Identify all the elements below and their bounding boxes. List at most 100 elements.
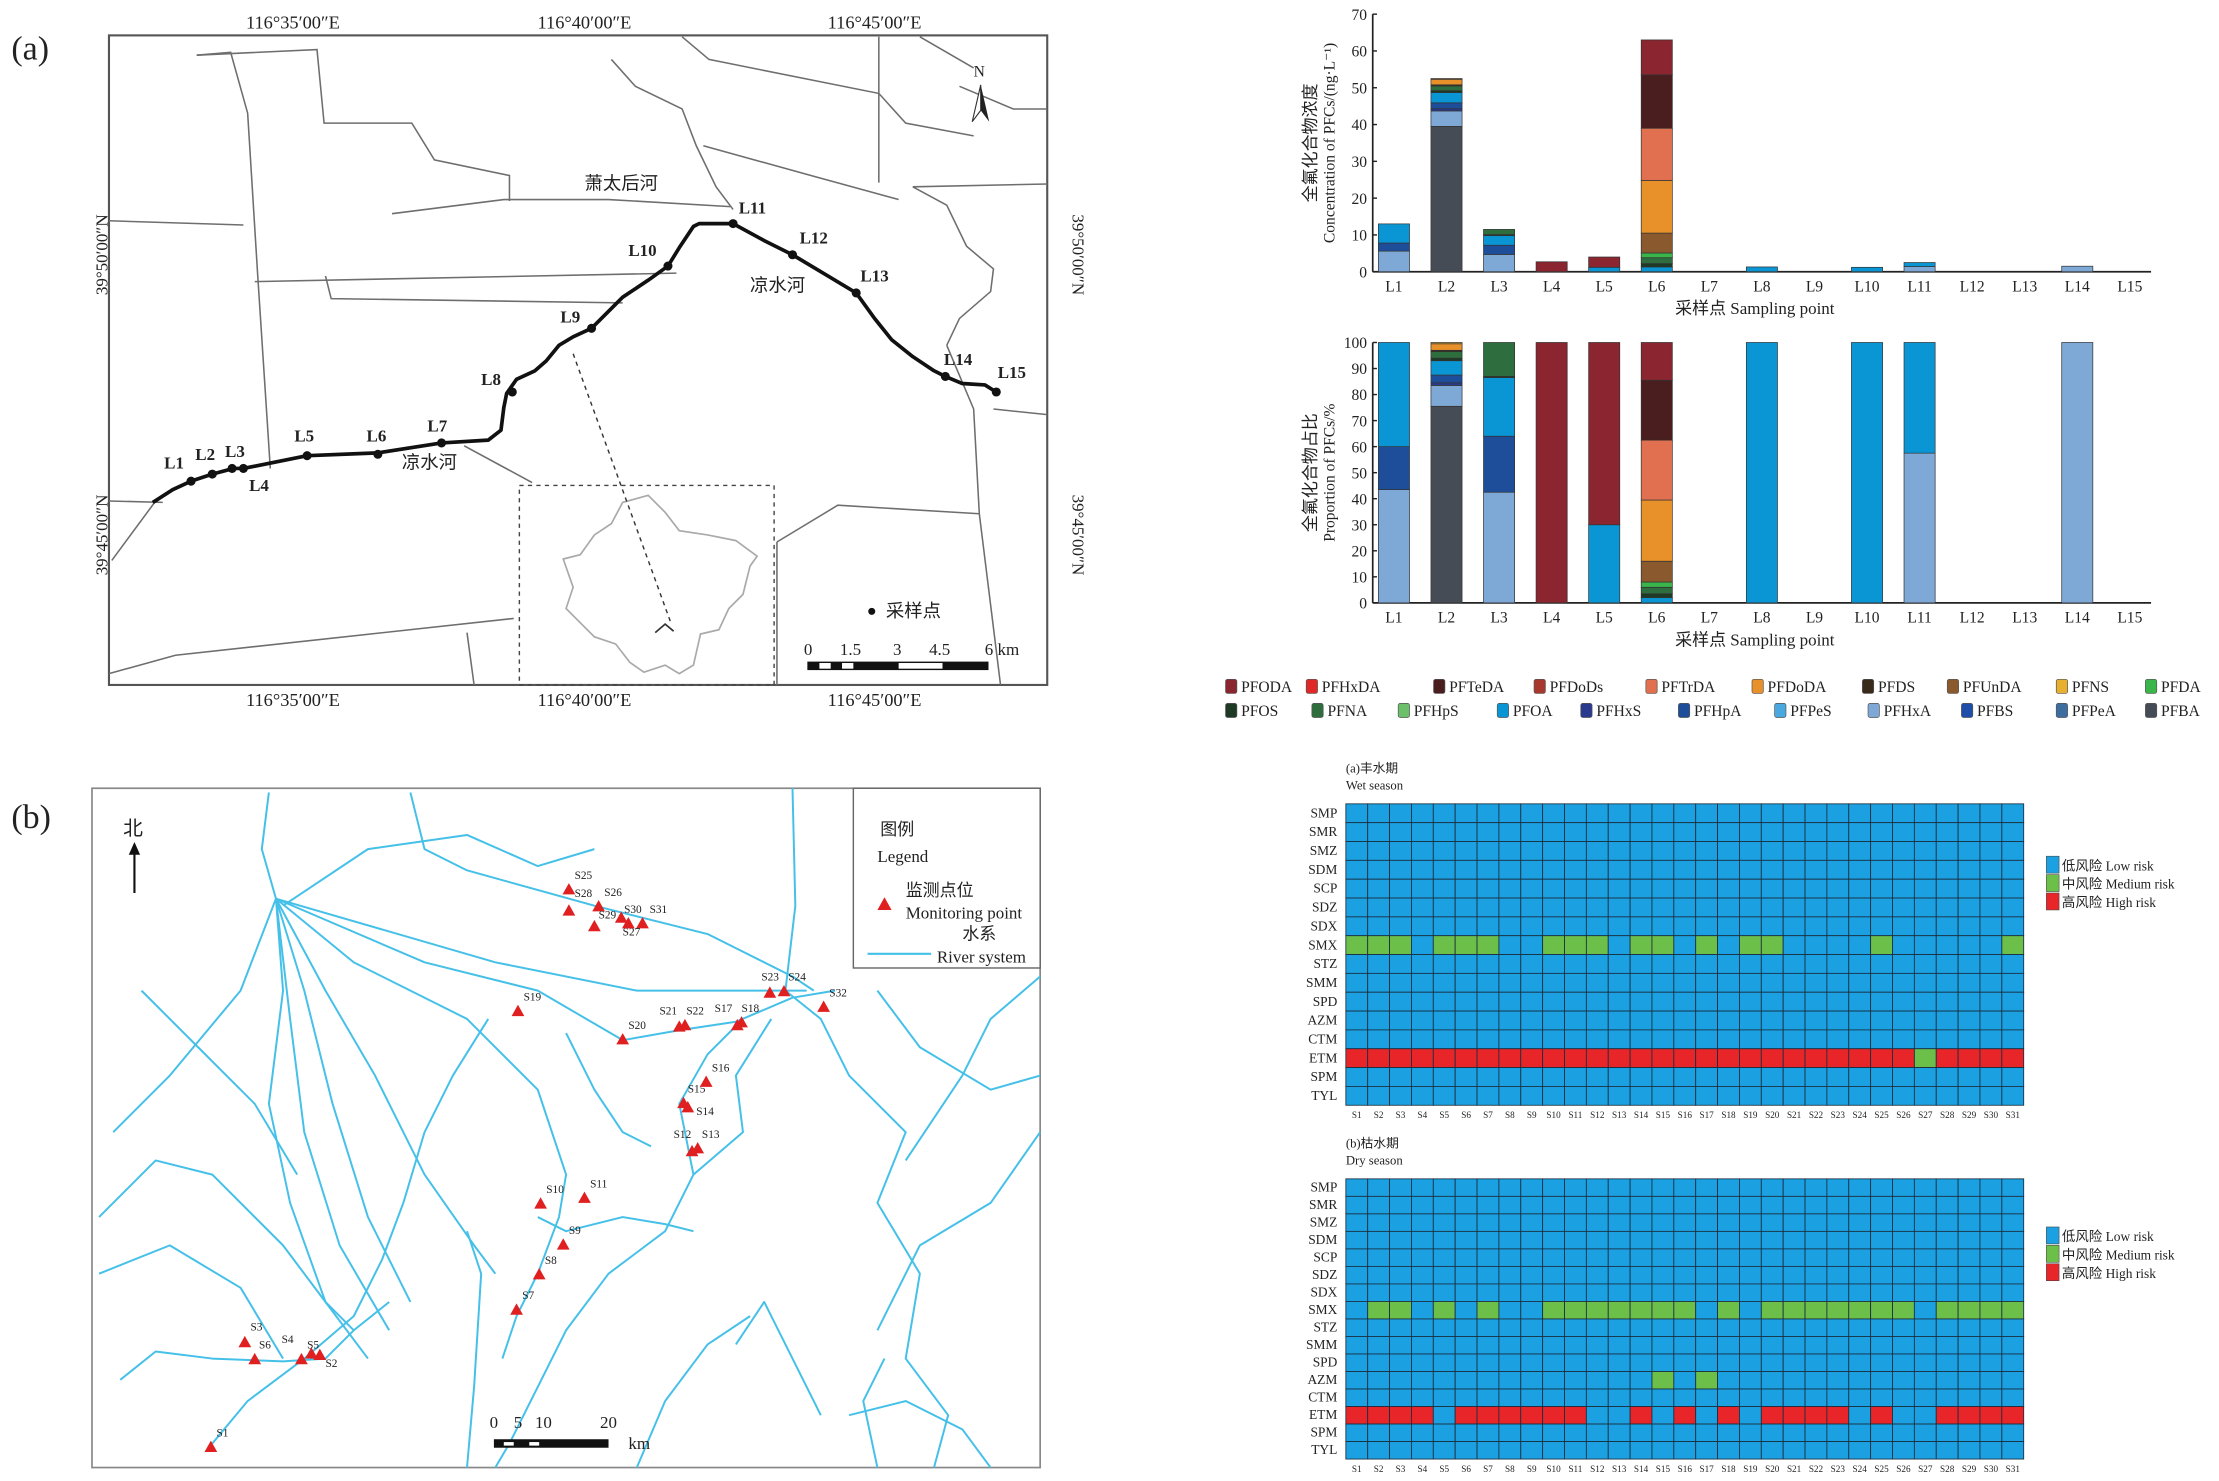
heatmap-cell-low (1389, 878, 1412, 899)
road-line (946, 345, 1002, 686)
heatmap-cell-low (1935, 897, 1959, 918)
bar-segment-pfhxa (2061, 265, 2094, 273)
river-line (537, 1216, 694, 1233)
heatmap-cell-high (1389, 1406, 1412, 1425)
heatmap-cell-low (1651, 1406, 1675, 1425)
heatmap-cell-low (1913, 897, 1937, 918)
heatmap-cell-medium (1870, 1301, 1893, 1320)
heatmap-cell-low (1739, 1388, 1762, 1407)
heatmap-cell-low (1760, 1283, 1784, 1302)
heatmap-cell-low (1826, 916, 1850, 937)
heatmap-cell-low (1585, 1213, 1609, 1232)
compound-legend: PFODA PFHxDA PFTeDA PFDoDs PFTrDA PFDoDA PFDS P… (1225, 678, 2201, 720)
heatmap-cell-high (1717, 1406, 1740, 1425)
heatmap-cell-low (1870, 803, 1893, 824)
bar-segment-pfoa (1640, 597, 1673, 604)
heatmap-cell-low (1520, 1301, 1544, 1320)
heatmap-cell-low (1979, 1353, 2003, 1372)
heatmap-cell-low (1607, 1195, 1631, 1215)
heatmap-cell-low (1585, 803, 1609, 824)
heatmap-cell-low (1673, 1283, 1697, 1302)
heatmap-cell-high (1542, 1048, 1565, 1069)
heatmap-cell-low (1454, 1213, 1478, 1232)
heatmap-cell-low (1389, 1178, 1412, 1197)
heatmap-cell-low (1498, 1336, 1522, 1355)
heatmap-cell-low (1892, 991, 1915, 1012)
heatmap-cell-low (1892, 1248, 1915, 1267)
heatmap-cell-low (1826, 1423, 1850, 1442)
monitoring-point-label: S14 (696, 1106, 714, 1118)
heatmap-cell-low (1870, 954, 1893, 974)
heatmap-cell-low (1564, 822, 1587, 842)
heatmap-cell-low (1432, 1067, 1456, 1087)
heatmap-row-label: TYL (1311, 1442, 1337, 1457)
heatmap-cell-low (1717, 916, 1740, 937)
heatmap-cell-low (1564, 1336, 1587, 1355)
legend-swatch (2145, 678, 2158, 694)
heatmap-cell-low (1411, 1265, 1434, 1285)
heatmap-cell-low (1848, 1371, 1872, 1390)
river-label-xiaotaihou: 萧太后河 (584, 174, 658, 194)
heatmap-cell-low (1979, 1441, 2003, 1460)
heatmap-cell-low (1629, 1230, 1653, 1250)
heatmap-cell-low (1564, 1195, 1587, 1215)
heatmap-cell-low (1607, 897, 1631, 918)
monitoring-point-marker (238, 1335, 252, 1348)
heatmap-cell-low (1979, 1423, 2003, 1442)
heatmap-cell-low (1585, 954, 1609, 974)
heatmap-cell-low (1651, 991, 1675, 1012)
heatmap-cell-low (1913, 972, 1937, 993)
longitude-label-bottom: 116°40′00″E (538, 690, 632, 710)
risk-legend-swatch (2046, 1263, 2060, 1282)
bar-segment-pfda (1640, 581, 1673, 588)
heatmap-cell-high (1870, 1048, 1893, 1069)
heatmap-cell-low (1739, 1353, 1762, 1372)
heatmap-cell-low (1804, 1029, 1828, 1050)
heatmap-cell-low (1870, 841, 1893, 861)
heatmap-cell-low (1651, 841, 1675, 861)
heatmap-cell-low (1345, 1441, 1369, 1460)
legend-label: PFODA (1241, 679, 1293, 696)
heatmap-cell-high (1585, 1048, 1609, 1069)
heatmap-cell-low (1498, 897, 1522, 918)
heatmap-col-label: S2 (1374, 1110, 1384, 1120)
x-tick-label: L8 (1753, 279, 1770, 296)
heatmap-cell-low (1739, 1265, 1762, 1285)
heatmap-cell-low (1651, 1388, 1675, 1407)
heatmap-cell-low (1651, 859, 1675, 880)
heatmap-cell-low (1585, 1085, 1609, 1106)
heatmap-cell-low (1411, 897, 1434, 918)
heatmap-cell-low (1476, 1423, 1500, 1442)
heatmap-cell-low (1760, 859, 1784, 880)
heatmap-cell-low (1389, 1371, 1412, 1390)
legend-river-en: River system (937, 947, 1026, 966)
heatmap-cell-low (2001, 972, 2025, 993)
y-tick-label: 70 (1352, 413, 1368, 430)
heatmap-cell-low (1717, 897, 1740, 918)
bar-segment-pfoa (1903, 342, 1936, 454)
monitoring-point-label: S17 (715, 1003, 733, 1015)
heatmap-cell-low (1367, 1336, 1390, 1355)
heatmap-cell-low (1717, 1265, 1740, 1285)
bar-segment-pfba (1430, 405, 1463, 604)
heatmap-cell-low (1454, 991, 1478, 1012)
map-a-scale-bar: 0 1.5 3 4.5 6 km (804, 640, 1019, 671)
legend-label: PFHpS (1414, 703, 1459, 720)
heatmap-cell-low (1629, 1441, 1653, 1460)
heatmap-cell-medium (1542, 1301, 1565, 1320)
risk-legend-swatch (2046, 1226, 2060, 1245)
legend-label: PFPeS (1790, 703, 1832, 720)
heatmap-cell-low (1607, 822, 1631, 842)
heatmap-cell-low (1695, 1318, 1718, 1337)
bar-segment-pfoda (1588, 342, 1621, 526)
legend-label: PFUnDA (1963, 679, 2023, 696)
heatmap-cell-low (1739, 897, 1762, 918)
heatmap-cell-low (1585, 972, 1609, 993)
heatmap-cell-low (1498, 1230, 1522, 1250)
scale-label: 0 (490, 1413, 498, 1432)
heatmap-cell-low (1673, 1388, 1697, 1407)
heatmap-cell-low (1520, 1353, 1544, 1372)
y-axis-label-en: Proportion of PFCs/% (1322, 404, 1339, 542)
heatmap-col-label: S6 (1461, 1464, 1471, 1474)
scale-label: 3 (893, 640, 901, 659)
